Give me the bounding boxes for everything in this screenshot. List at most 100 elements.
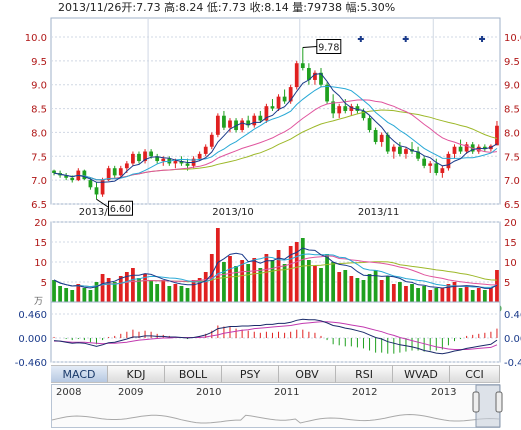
volume-bar (64, 288, 69, 302)
candle-body (131, 153, 135, 164)
volume-bar (373, 270, 378, 302)
volume-bar (355, 278, 360, 302)
volume-bar (331, 262, 336, 302)
high-annotation-text: 9.78 (318, 42, 339, 53)
volume-bar (131, 268, 135, 302)
volume-bar (446, 284, 451, 302)
volume-bar (197, 278, 202, 302)
volume-bar (282, 264, 287, 302)
volume-bar (410, 284, 414, 302)
navigator-year-2009: 2009 (118, 387, 144, 398)
candle-body (476, 146, 481, 152)
low-value: 7.73 (221, 1, 247, 14)
candle-body (313, 72, 317, 80)
time-navigator[interactable]: 2008 2009 2010 2011 2012 2013 (51, 384, 500, 428)
volume-bar (155, 284, 160, 302)
candle-body (331, 101, 336, 114)
volume-bar (112, 282, 117, 302)
volume-bar (209, 254, 214, 302)
candle-body (270, 106, 275, 109)
tab-rsi[interactable]: RSI (336, 365, 393, 383)
dif-line (53, 318, 498, 355)
candle-body (264, 106, 269, 121)
volume-y-tick-right: 20 (504, 218, 517, 229)
price-y-tick-left: 7.0 (31, 176, 47, 187)
tab-macd[interactable]: MACD (51, 365, 108, 383)
high-annotation-box (316, 38, 342, 54)
volume-bar (458, 288, 463, 302)
volume-y-tick-right: 15 (504, 238, 517, 249)
macd-y-tick-right: 0.460 (504, 310, 521, 321)
volume-unit-label: 万 (34, 297, 44, 307)
price-y-tick-left: 9.0 (31, 81, 47, 92)
volume-bar (385, 276, 390, 302)
candle-body (294, 63, 299, 88)
candle-body (470, 144, 475, 152)
candle-body (306, 68, 311, 80)
candle-body (446, 153, 451, 169)
volume-bar (222, 262, 226, 302)
price-ma5-label: MA5: 7.82 (82, 22, 133, 33)
price-x-tick: 2013/10 (212, 207, 254, 218)
candle-body (464, 144, 469, 152)
candle-body (155, 156, 160, 162)
volume-label: 量: (292, 1, 307, 14)
price-x-tick: 2013/09 (79, 207, 121, 218)
candle-body (124, 163, 129, 169)
price-y-tick-left: 8.0 (31, 128, 47, 139)
candle-body (94, 187, 99, 195)
volume-y-tick-right: 5 (504, 278, 510, 289)
volume-bar (452, 282, 457, 302)
candle-body (416, 151, 420, 159)
tab-kdj[interactable]: KDJ (108, 365, 165, 383)
volume-bar (264, 254, 269, 302)
price-x-tick: 2013/11 (358, 207, 400, 218)
tab-obv[interactable]: OBV (279, 365, 336, 383)
candle-body (64, 175, 69, 178)
event-marker-icon (402, 36, 409, 42)
price-y-tick-left: 8.5 (31, 105, 47, 116)
volume-bar (173, 284, 178, 302)
volume-bar (343, 270, 348, 302)
candle-body (118, 168, 123, 176)
price-y-tick-right: 7.5 (504, 152, 520, 163)
navigator-year-2010: 2010 (196, 387, 222, 398)
volume-bar (495, 270, 499, 302)
volume-ma30-label: MA30: 33742 (417, 224, 484, 235)
volume-bar (391, 284, 396, 302)
price-ma30-line (53, 109, 498, 181)
candle-body (385, 134, 390, 152)
macd-value-label: MACD: 0.180 (437, 304, 503, 315)
candle-body (325, 84, 329, 102)
tab-boll[interactable]: BOLL (165, 365, 222, 383)
dea-line (54, 321, 498, 350)
candle-body (482, 146, 487, 150)
volume-bar (118, 276, 123, 302)
tab-psy[interactable]: PSY (222, 365, 279, 383)
volume-bar (70, 290, 75, 302)
tab-wvad[interactable]: WVAD (393, 365, 450, 383)
volume-bar (149, 280, 153, 302)
event-marker-icon (357, 36, 364, 42)
volume-y-tick-left: 10 (34, 258, 47, 269)
volume-bar (234, 266, 238, 302)
volume-bar (276, 250, 281, 302)
tab-cci[interactable]: CCI (450, 365, 500, 383)
candle-body (379, 134, 384, 142)
candle-body (167, 158, 172, 164)
candle-body (428, 163, 433, 166)
navigator-year-2008: 2008 (56, 387, 82, 398)
volume-bar (106, 278, 111, 302)
price-y-tick-right: 9.0 (504, 81, 520, 92)
price-y-tick-right: 6.5 (504, 200, 520, 211)
dif-label: DIF: -0.042 (52, 304, 107, 315)
event-marker-icon (479, 36, 486, 42)
volume-bar (300, 238, 305, 302)
candle-body (88, 180, 93, 188)
price-y-tick-left: 6.5 (31, 200, 47, 211)
volume-ma20-line (53, 255, 497, 288)
candle-body (410, 149, 414, 152)
volume-bar (76, 284, 81, 302)
volume-bar (82, 288, 87, 302)
quote-header: 2013/11/26开:7.73 高:8.24 低:7.73 收:8.14 量:… (58, 2, 395, 14)
